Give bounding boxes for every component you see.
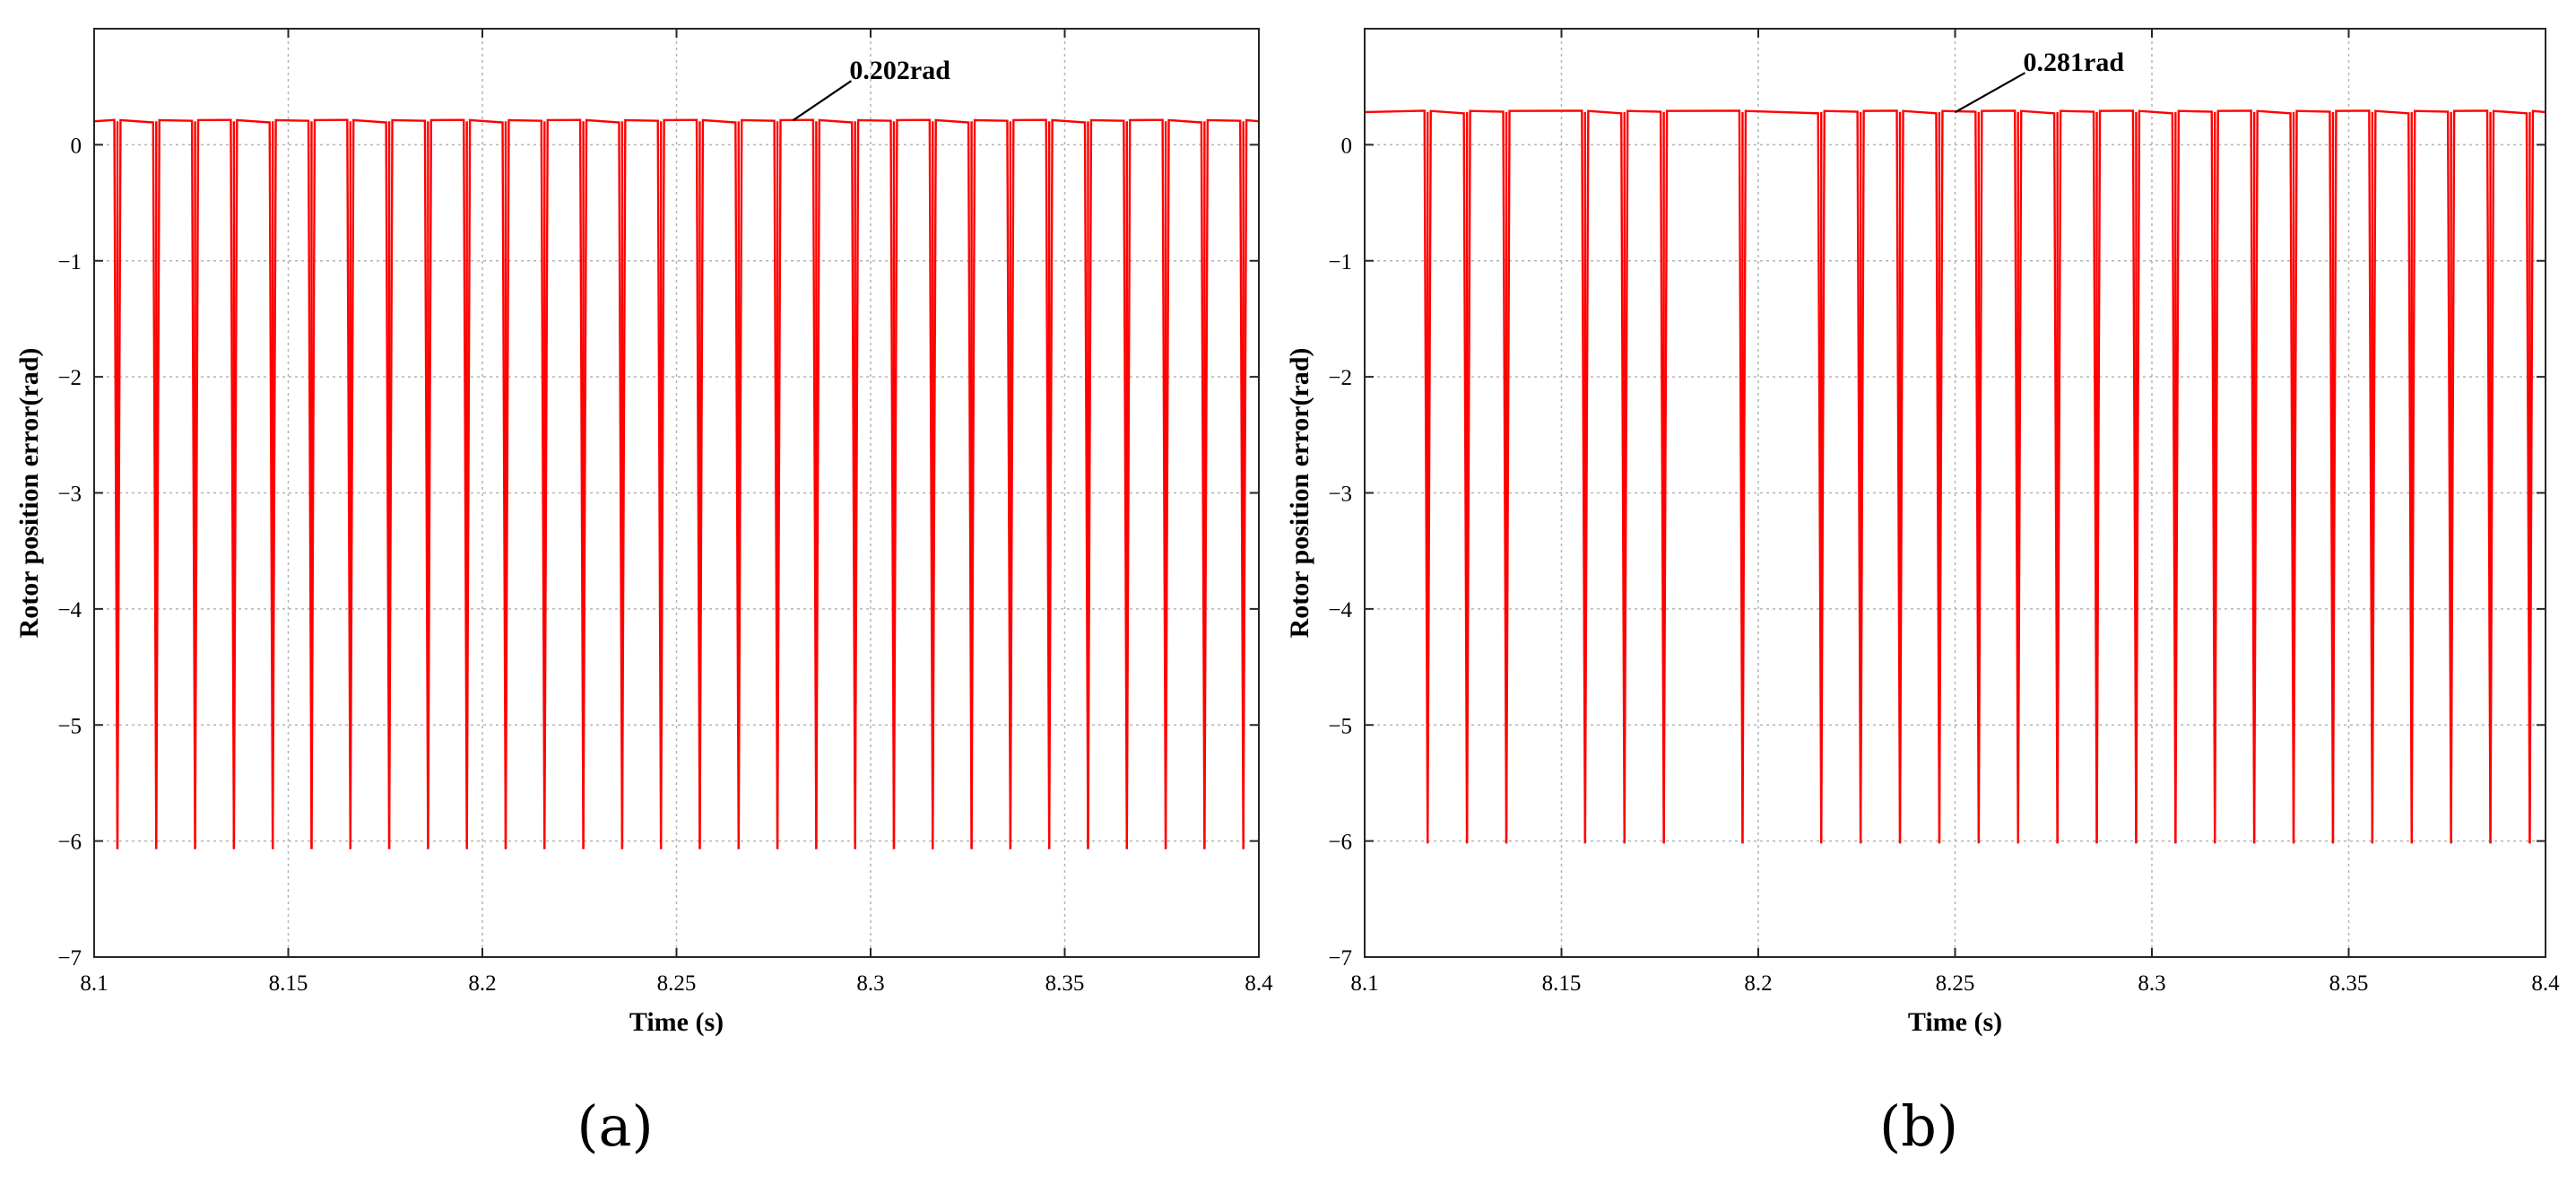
x-tick-label: 8.3	[2138, 971, 2165, 996]
x-tick-label: 8.2	[1744, 971, 1772, 996]
x-tick-label: 8.25	[1936, 971, 1975, 996]
x-tick-label: 8.3	[856, 971, 884, 996]
panel-b-chart: 8.1 8.15 8.2 8.25 8.3 8.35 8.4 0 −1 −2 −3 −4 −5 −6 −7 T…	[1285, 28, 2560, 1037]
x-tick-label: 8.35	[1045, 971, 1085, 996]
panel-label-a: (a)	[577, 1093, 653, 1159]
y-tick-label: −2	[1328, 366, 1352, 390]
error-series-line	[93, 118, 1260, 849]
y-tick-label: −3	[1328, 483, 1352, 507]
y-tick-label: −7	[1328, 946, 1352, 971]
y-tick-label: 0	[1341, 134, 1353, 158]
annotation-leader	[792, 80, 853, 122]
x-tick-label: 8.1	[1350, 971, 1378, 996]
y-tick-label: −5	[1328, 714, 1352, 738]
y-axis-label: Rotor position error(rad)	[14, 348, 44, 639]
x-tick-label: 8.15	[269, 971, 308, 996]
panel-label-b: (b)	[1879, 1093, 1958, 1159]
y-tick-label: −3	[57, 483, 82, 507]
x-axis-label: Time (s)	[1908, 1007, 2002, 1037]
y-tick-label: −5	[57, 714, 82, 738]
annotation-label: 0.281rad	[2024, 48, 2125, 77]
y-tick-label: 0	[71, 134, 82, 158]
x-tick-label: 8.25	[657, 971, 697, 996]
x-tick-label: 8.2	[468, 971, 496, 996]
x-axis-label: Time (s)	[629, 1007, 724, 1037]
error-series-line	[1364, 109, 2546, 844]
annotation-leader	[1954, 72, 2026, 114]
y-tick-label: −7	[57, 946, 82, 971]
x-tick-label: 8.4	[2531, 971, 2560, 996]
x-tick-label: 8.4	[1245, 971, 1273, 996]
y-tick-label: −1	[57, 250, 82, 274]
x-tick-label: 8.15	[1542, 971, 1582, 996]
y-tick-label: −6	[57, 831, 82, 855]
y-tick-label: −4	[57, 598, 82, 622]
y-tick-label: −4	[1328, 598, 1352, 622]
annotation-label: 0.202rad	[849, 56, 950, 85]
x-tick-label: 8.1	[80, 971, 108, 996]
panel-a-chart: 8.1 8.15 8.2 8.25 8.3 8.35 8.4 0 −1 −2 −3 −4 −5 −6 −7 T…	[14, 28, 1273, 1037]
y-tick-label: −2	[57, 366, 82, 390]
y-tick-label: −6	[1328, 831, 1352, 855]
y-axis-label: Rotor position error(rad)	[1285, 348, 1314, 639]
y-tick-label: −1	[1328, 250, 1352, 274]
x-tick-label: 8.35	[2329, 971, 2369, 996]
